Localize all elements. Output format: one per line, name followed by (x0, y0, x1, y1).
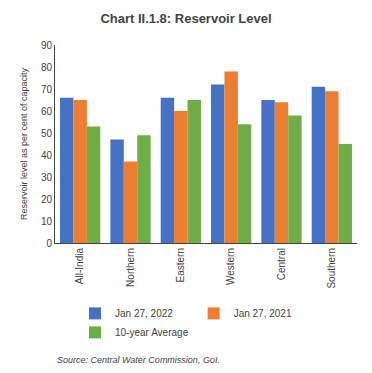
svg-text:Jan 27, 2022: Jan 27, 2022 (115, 308, 173, 319)
svg-text:10: 10 (41, 216, 53, 227)
svg-text:20: 20 (41, 194, 53, 205)
svg-text:All-India: All-India (74, 248, 85, 285)
svg-text:10-year Average: 10-year Average (115, 327, 189, 338)
svg-text:Reservoir level as per cent of: Reservoir level as per cent of capacity (19, 67, 29, 220)
svg-text:Northern: Northern (125, 248, 136, 287)
svg-text:Eastern: Eastern (175, 248, 186, 282)
svg-text:60: 60 (41, 106, 53, 117)
svg-text:30: 30 (41, 172, 53, 183)
svg-text:80: 80 (41, 62, 53, 73)
svg-text:Western: Western (225, 248, 236, 285)
svg-text:50: 50 (41, 128, 53, 139)
svg-text:90: 90 (41, 40, 53, 51)
svg-text:Source: Central Water Commissi: Source: Central Water Commission, GoI. (57, 355, 220, 365)
svg-text:0: 0 (46, 238, 52, 249)
svg-text:Southern: Southern (326, 248, 337, 289)
svg-text:Chart II.1.8: Reservoir Level: Chart II.1.8: Reservoir Level (100, 11, 271, 26)
svg-text:Central: Central (276, 248, 287, 280)
svg-text:70: 70 (41, 84, 53, 95)
svg-text:Jan 27, 2021: Jan 27, 2021 (234, 308, 292, 319)
svg-text:40: 40 (41, 150, 53, 161)
